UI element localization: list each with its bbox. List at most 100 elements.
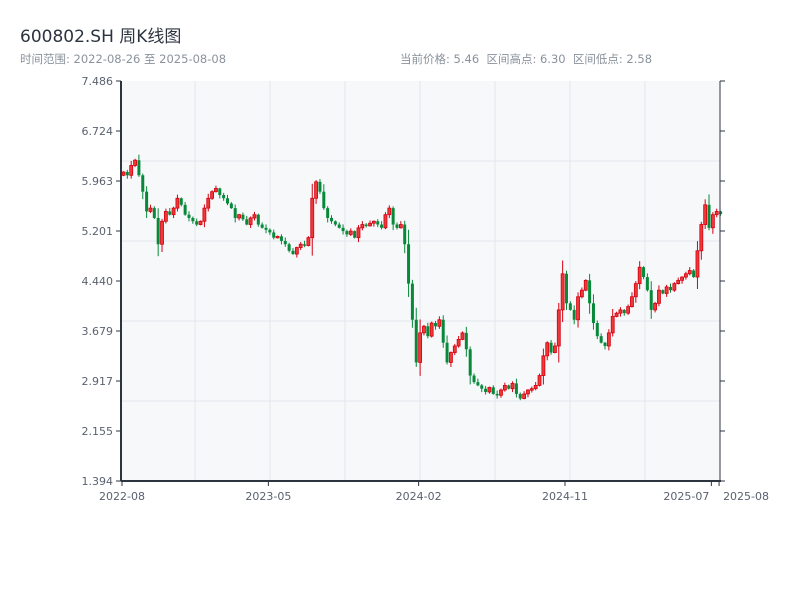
candle <box>198 220 203 226</box>
candle <box>710 212 715 234</box>
candle-body <box>610 316 615 334</box>
candle <box>599 333 603 344</box>
candle-body <box>599 336 603 343</box>
candle-body <box>680 276 684 281</box>
candle-body <box>356 227 361 239</box>
candle-body <box>241 214 245 220</box>
candle <box>345 229 349 237</box>
candle-body <box>233 208 237 218</box>
candle-body <box>310 197 315 239</box>
candle-body <box>579 289 584 298</box>
candle-body <box>422 325 426 334</box>
candle-body <box>391 208 395 225</box>
candle-body <box>376 221 380 225</box>
candle-body <box>687 270 692 275</box>
candle <box>476 378 480 387</box>
candle <box>398 221 403 229</box>
candle-body <box>168 211 172 215</box>
candle-body <box>529 388 534 391</box>
candle <box>614 311 619 318</box>
y-tick-label: 7.486 <box>82 75 114 88</box>
candle <box>484 385 488 395</box>
candle <box>268 228 272 235</box>
candle <box>283 237 287 247</box>
candle-body <box>633 283 638 298</box>
candle-body <box>541 355 546 376</box>
candle <box>248 216 253 228</box>
candle <box>179 197 183 207</box>
y-tick-label: 5.963 <box>82 175 114 188</box>
candle-body <box>672 283 677 291</box>
candle <box>684 271 688 280</box>
candle <box>537 373 542 387</box>
candle-body <box>206 197 211 209</box>
candle <box>680 276 684 284</box>
candle-body <box>152 208 156 218</box>
x-tick-label: 2025-08 <box>723 490 769 503</box>
y-tick-label: 1.394 <box>82 475 114 488</box>
candle <box>499 388 503 398</box>
candle-body <box>272 232 276 238</box>
candle <box>303 240 307 248</box>
candle-body <box>699 224 704 252</box>
candle-body <box>510 383 515 390</box>
y-tick-label: 2.917 <box>82 375 114 388</box>
candle <box>699 221 704 260</box>
candle <box>626 304 631 315</box>
candle-body <box>645 277 649 291</box>
candle <box>125 169 129 179</box>
date-range: 时间范围: 2022-08-26 至 2025-08-08 <box>20 52 227 66</box>
candle <box>191 216 195 224</box>
candle <box>564 270 568 310</box>
candle <box>491 385 495 395</box>
candle-body <box>714 211 719 216</box>
candle-body <box>460 332 465 340</box>
candle-body <box>591 303 595 324</box>
candle-body <box>556 309 561 347</box>
candle-body <box>345 231 349 235</box>
candle-body <box>526 389 530 395</box>
candle <box>210 190 214 200</box>
candle <box>326 206 330 223</box>
candle <box>553 342 557 354</box>
candle-body <box>606 332 611 347</box>
candle <box>588 273 592 314</box>
candle-body <box>125 172 129 176</box>
candle <box>603 341 607 350</box>
candle-body <box>518 393 522 399</box>
candle <box>353 230 357 239</box>
candle <box>637 261 642 290</box>
candle-body <box>145 191 149 212</box>
candle-body <box>418 332 423 363</box>
candle <box>160 218 164 253</box>
candle <box>391 206 395 231</box>
candle <box>456 336 461 348</box>
candle <box>371 220 376 227</box>
candle <box>464 326 468 357</box>
candle-body <box>642 267 646 278</box>
candle <box>129 160 134 179</box>
candle-body <box>395 224 399 228</box>
candle-body <box>434 323 438 327</box>
candle-body <box>387 207 392 216</box>
candle <box>171 206 176 219</box>
candle-body <box>291 250 295 255</box>
candle <box>403 220 407 254</box>
candle-body <box>695 250 700 278</box>
candle <box>610 308 615 337</box>
candle-body <box>664 286 669 294</box>
candle <box>348 228 353 237</box>
candle <box>452 343 457 356</box>
candle <box>145 186 149 219</box>
candle-body <box>661 290 665 294</box>
candle-body <box>452 345 457 353</box>
candle-body <box>657 289 661 304</box>
candle <box>287 242 291 253</box>
candle-body <box>707 204 711 228</box>
candle-body <box>348 230 353 235</box>
x-tick-label: 2024-11 <box>542 490 588 503</box>
candle-body <box>303 244 307 246</box>
candle <box>148 204 153 214</box>
candle-body <box>252 214 257 219</box>
candle-body <box>322 191 326 209</box>
